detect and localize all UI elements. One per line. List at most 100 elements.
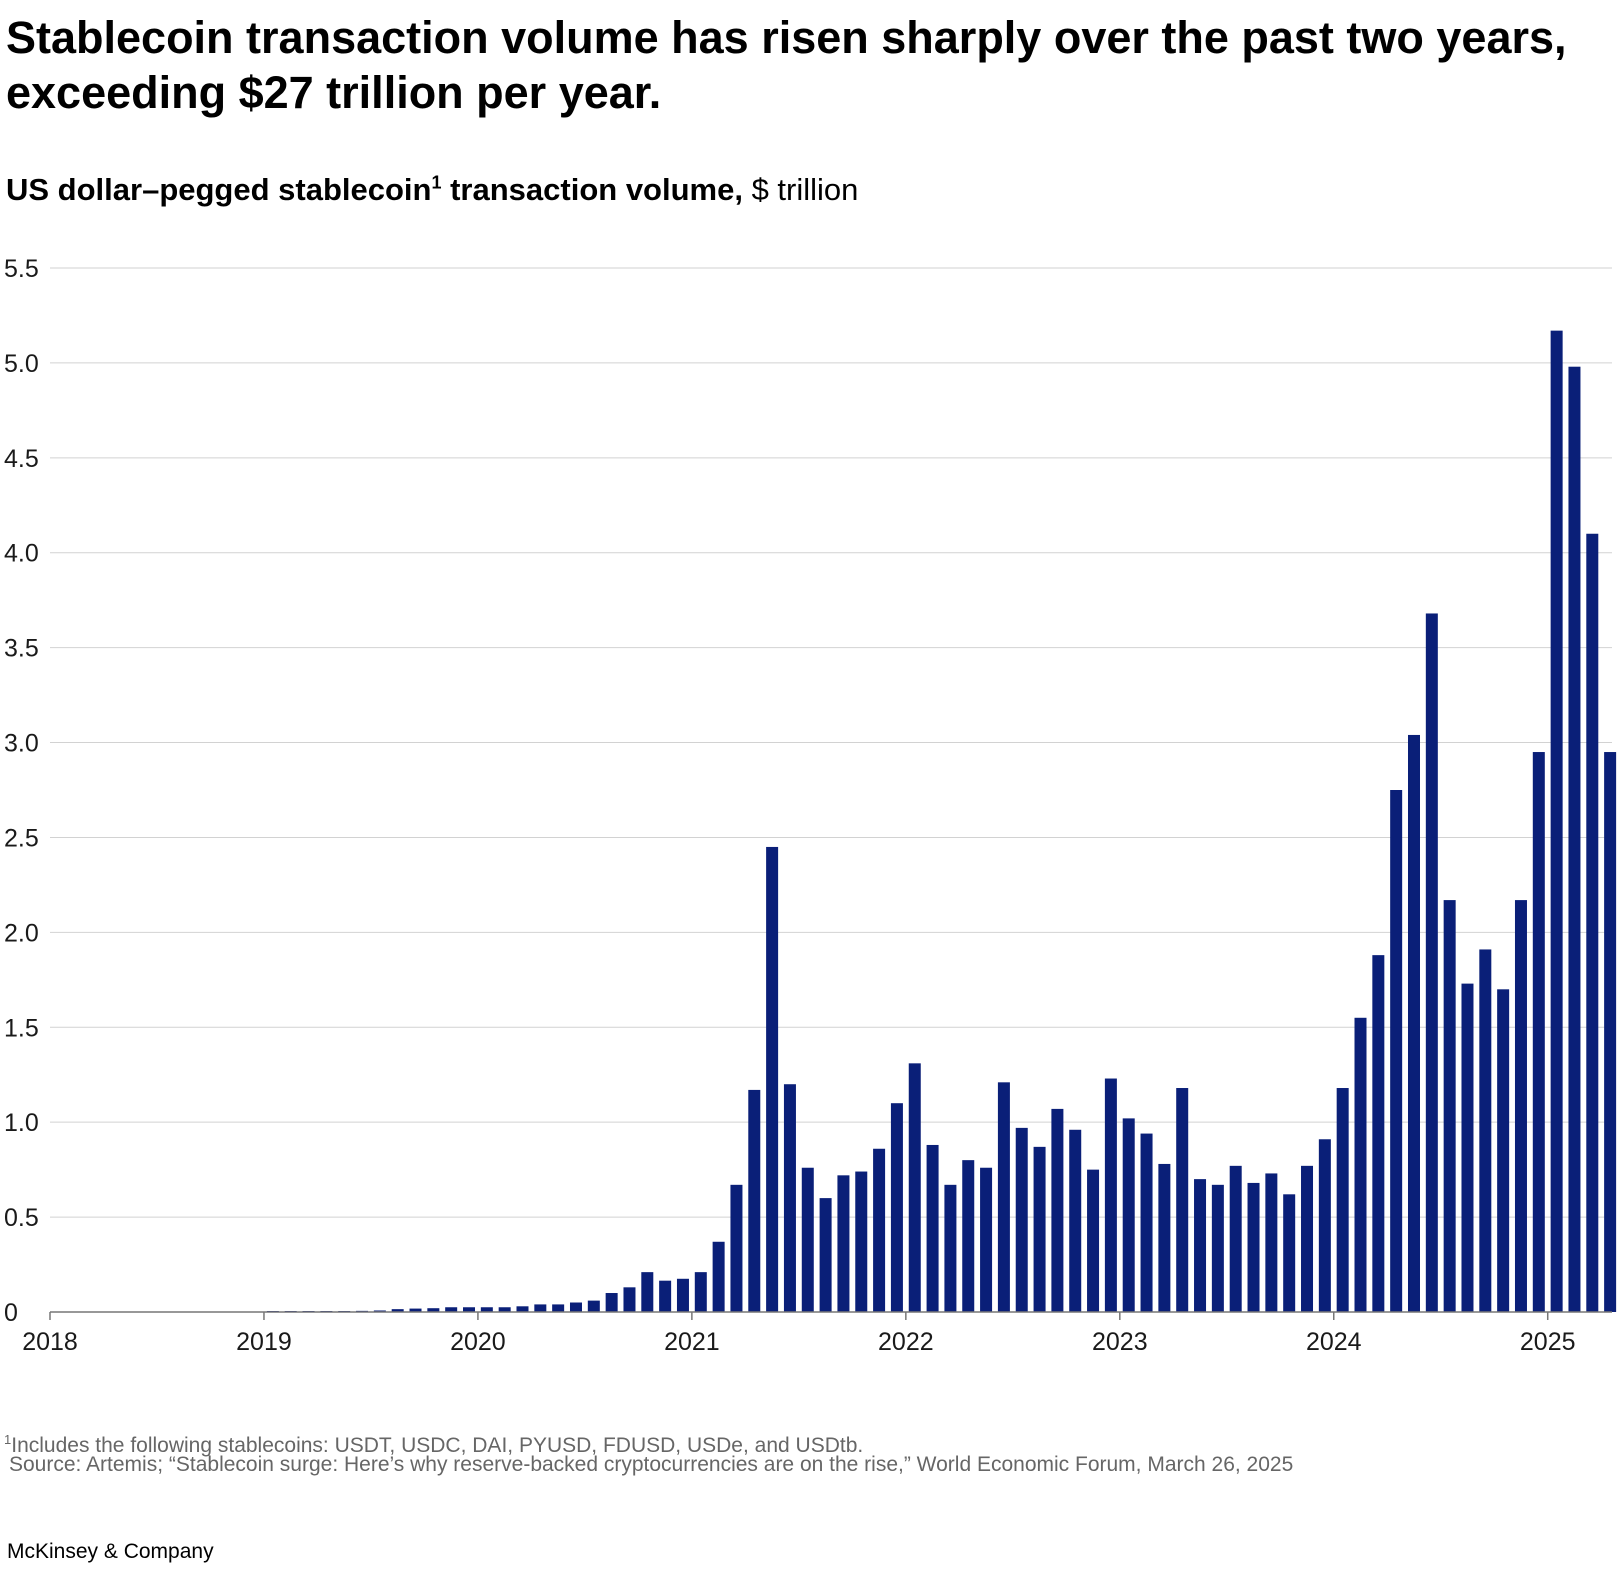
bar [1194,1179,1207,1312]
bar [498,1307,511,1312]
bar [1104,1078,1117,1312]
bar [480,1307,493,1312]
bar [980,1167,993,1312]
y-tick-label: 5.5 [4,255,39,283]
bar [427,1308,440,1312]
bar [1407,734,1420,1312]
subtitle-measure: US dollar–pegged stablecoin [6,172,432,207]
x-axis [49,1311,1612,1320]
bar [1550,330,1563,1312]
bar [569,1302,582,1312]
bar [391,1309,404,1312]
bar [712,1241,725,1312]
bar [409,1308,422,1312]
y-tick-label: 4.0 [4,540,39,568]
y-tick-label: 0.5 [4,1204,39,1232]
y-tick-label: 0 [4,1299,18,1327]
bar [1051,1108,1064,1312]
bar [1443,900,1456,1312]
subtitle-measure-end: transaction volume, [441,172,743,207]
bar [926,1144,939,1312]
bar [659,1280,672,1312]
bar [641,1272,654,1312]
bar [1176,1088,1189,1312]
subtitle-unit: $ trillion [742,172,859,207]
bar [1354,1017,1367,1312]
bar [890,1103,903,1312]
bar [1568,366,1581,1312]
bar [1372,955,1385,1312]
bar [1604,752,1617,1312]
footnote-text: Includes the following stablecoins: USDT… [11,1434,864,1457]
x-tick-label: 2022 [878,1328,934,1350]
bar [587,1300,600,1312]
bar [837,1175,850,1312]
bar [873,1148,886,1312]
bar [694,1272,707,1312]
bar [1087,1169,1100,1312]
y-tick-label: 1.5 [4,1014,39,1042]
bar [463,1307,476,1312]
y-tick-label: 2.0 [4,919,39,947]
brand-logo-text: McKinsey & Company [7,1540,214,1563]
bar [908,1063,921,1312]
footnote-marker: 1 [4,1432,12,1447]
bar [1069,1129,1082,1312]
bars [266,330,1617,1312]
y-tick-label: 5.0 [4,350,39,378]
x-axis-labels: 2018 2019 2020 2021 2022 2023 2024 2025 [22,1328,1575,1350]
chart-subtitle: US dollar–pegged stablecoin1 transaction… [6,172,858,208]
bar [1318,1139,1331,1312]
bar [676,1278,689,1312]
bar [962,1160,975,1312]
bar [748,1089,761,1312]
x-tick-label: 2018 [22,1328,78,1350]
x-tick-label: 2023 [1092,1328,1148,1350]
bar [1283,1194,1296,1312]
bar [1425,613,1438,1312]
bar [373,1310,386,1312]
bar [1390,790,1403,1312]
bar [445,1307,458,1312]
bar [855,1171,868,1312]
bar [1247,1182,1260,1312]
chart-title: Stablecoin transaction volume has risen … [6,12,1567,118]
bar [1532,752,1545,1312]
bar [1514,900,1527,1312]
bar [1229,1165,1242,1312]
bar [819,1198,832,1312]
y-tick-label: 2.5 [4,824,39,852]
y-tick-label: 1.0 [4,1109,39,1137]
y-axis-labels: 0 0.5 1.0 1.5 2.0 2.5 3.0 3.5 4.0 4.5 5.0 5.5 [4,255,39,1327]
y-tick-label: 3.0 [4,730,39,758]
subtitle-footnote-marker: 1 [431,172,442,193]
footnote: 1Includes the following stablecoins: USD… [4,1426,863,1459]
y-tick-label: 4.5 [4,445,39,473]
bar-chart: 0 0.5 1.0 1.5 2.0 2.5 3.0 3.5 4.0 4.5 5.0 5.5 2018 2… [4,255,1617,1350]
x-tick-label: 2020 [450,1328,506,1350]
bar [1015,1127,1028,1312]
bar [1301,1165,1314,1312]
bar [1461,983,1474,1312]
bar [1336,1088,1349,1312]
x-tick-label: 2025 [1520,1328,1576,1350]
x-tick-label: 2024 [1306,1328,1362,1350]
bar [1033,1146,1046,1312]
bar [516,1306,529,1312]
bar [783,1084,796,1312]
bar [1586,533,1599,1312]
bar [1122,1118,1135,1312]
bar [552,1304,565,1312]
bar [1265,1173,1278,1312]
bar [997,1082,1010,1312]
source-note: Source: Artemis; “Stablecoin surge: Here… [9,1453,1294,1476]
bar [944,1184,957,1312]
bar [730,1184,743,1312]
y-tick-label: 3.5 [4,635,39,663]
x-tick-label: 2021 [664,1328,720,1350]
bar [1479,949,1492,1312]
bar [801,1167,814,1312]
bar [1497,989,1510,1312]
bar [605,1293,618,1312]
bar [623,1287,636,1312]
